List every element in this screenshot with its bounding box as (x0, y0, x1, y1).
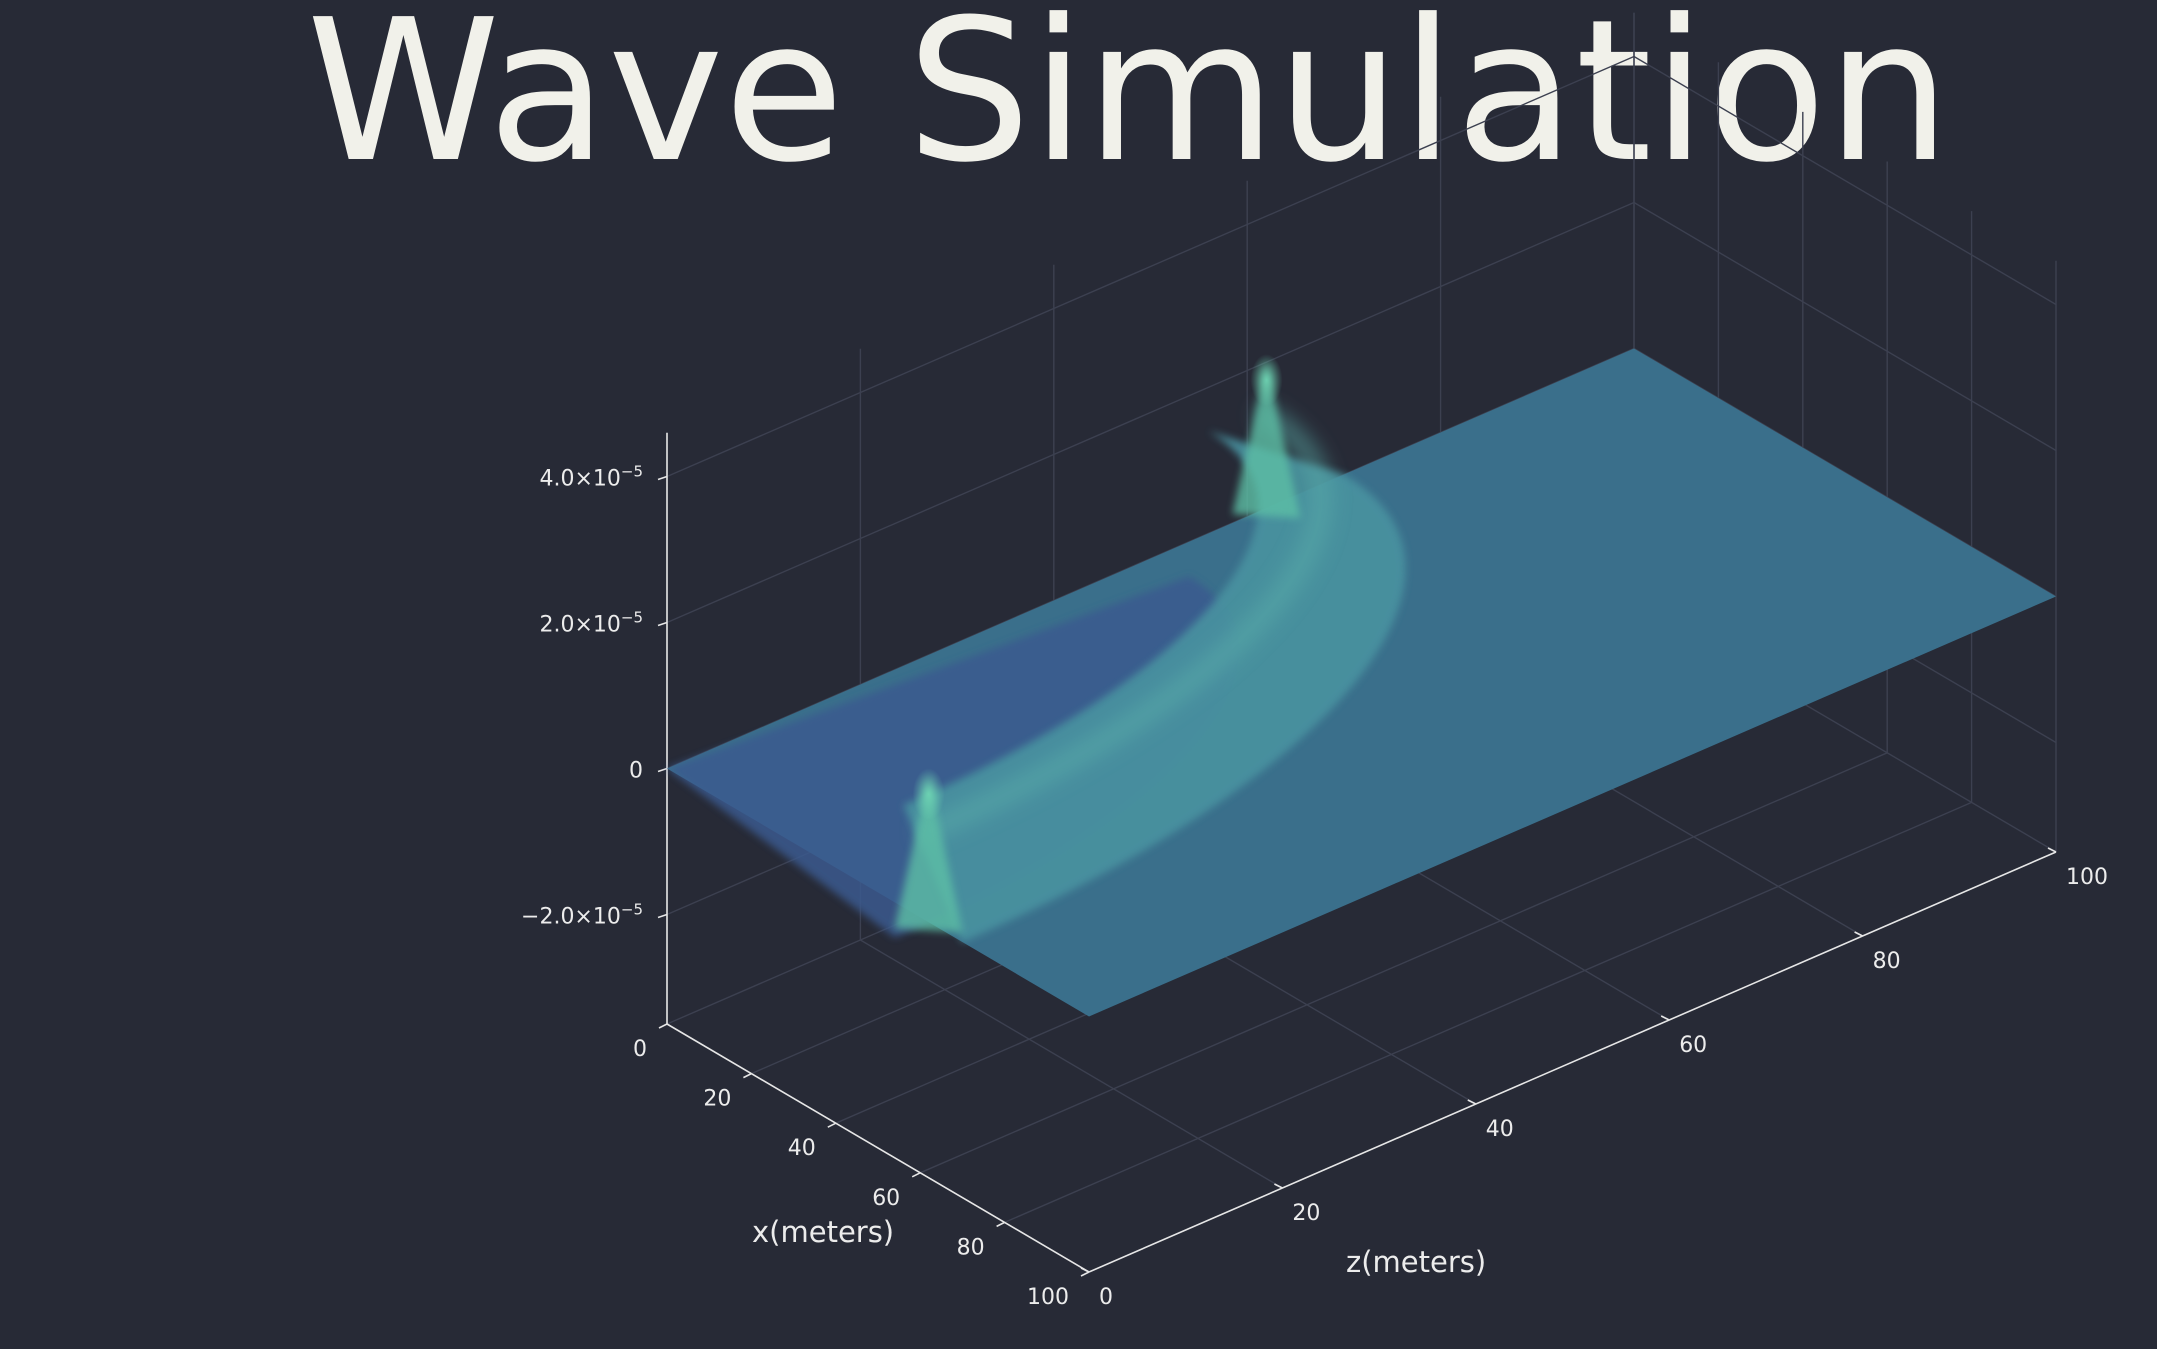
x-tick-label: 20 (703, 1087, 731, 1112)
z-tick-label: 2.0×10−5 (539, 609, 643, 638)
y-tick (1660, 1015, 1670, 1021)
z-tick-label: 0 (629, 759, 643, 784)
edge-peak (1232, 362, 1301, 519)
x-tick (827, 1122, 837, 1128)
x-tick (911, 1172, 921, 1178)
y-tick (1467, 1099, 1477, 1105)
y-tick-label: 0 (1099, 1285, 1113, 1310)
y-tick-label: 20 (1292, 1201, 1320, 1226)
z-tick (657, 475, 668, 481)
y-tick (1080, 1267, 1090, 1273)
x-tick (996, 1221, 1005, 1228)
x-tick (743, 1072, 752, 1079)
y-tick-label: 40 (1486, 1117, 1514, 1142)
z-tick (657, 767, 668, 773)
wall-grid-line (1633, 201, 2057, 452)
edge-peak-glow (912, 768, 945, 821)
edge-peak-glow (1250, 354, 1283, 407)
y-tick (2047, 847, 2057, 853)
y-axis-line (1088, 851, 2057, 1273)
y-tick-label: 100 (2066, 865, 2108, 890)
wave-surface (667, 348, 2056, 1017)
floor-grid-line (1004, 801, 1972, 1224)
x-axis-line (666, 1023, 1090, 1273)
z-tick (657, 913, 668, 919)
floor-grid-line (919, 752, 1888, 1174)
tick-labels: 0 20 40 60 80 100 0 20 40 60 80 100 −2.0×10−5 0 2.0×10… (521, 463, 2108, 1311)
x-tick-label: 100 (1027, 1285, 1069, 1310)
x-tick-label: 60 (872, 1186, 900, 1211)
y-tick (1274, 1183, 1283, 1189)
z-tick-label: 4.0×10−5 (539, 463, 643, 492)
z-axis-label: z(meters) (1346, 1245, 1486, 1279)
x-tick (658, 1023, 668, 1029)
y-tick-label: 60 (1679, 1033, 1707, 1058)
y-tick-label: 80 (1873, 949, 1901, 974)
wave-trough (667, 576, 1237, 938)
x-axis-label: x(meters) (752, 1215, 894, 1249)
x-tick-label: 80 (957, 1235, 985, 1260)
x-tick (1080, 1271, 1090, 1277)
wave-crest-highlight (918, 406, 1332, 841)
chart-title: Wave Simulation (306, 0, 1951, 206)
floor-grid-line (860, 939, 1283, 1189)
y-tick (1854, 931, 1863, 937)
edge-peak (894, 776, 963, 933)
wave-crest (903, 431, 1406, 943)
z-tick-label: −2.0×10−5 (521, 901, 643, 930)
axes (657, 432, 2057, 1277)
wall-grid-line (666, 55, 1635, 478)
z-tick (657, 621, 668, 627)
x-tick-label: 0 (633, 1037, 647, 1062)
wall-grid-line (666, 201, 1635, 624)
wall-grid-line (1633, 55, 2057, 306)
x-tick-label: 40 (788, 1136, 816, 1161)
